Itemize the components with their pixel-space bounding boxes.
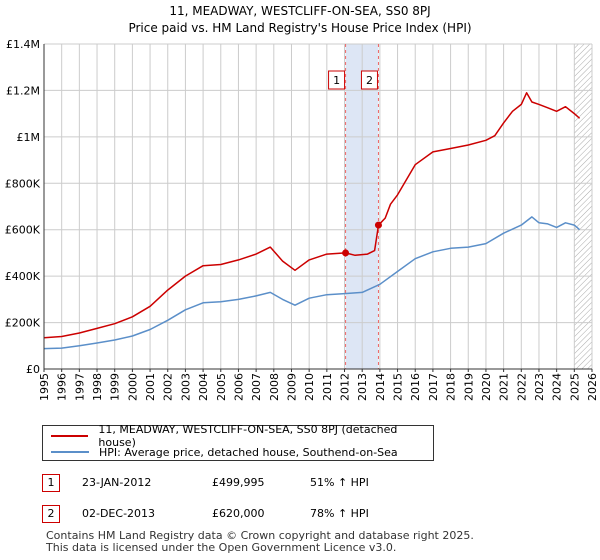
sale-point bbox=[342, 249, 350, 257]
x-tick-label: 2020 bbox=[480, 373, 493, 401]
x-tick-label: 2004 bbox=[197, 373, 210, 401]
price-chart: 1 2 £0 £200K £400K £600K £800K £1M £1.2M £1.4M 19… bbox=[5, 38, 599, 401]
x-tick-label: 2012 bbox=[339, 373, 352, 401]
x-tick-label: 2011 bbox=[321, 373, 334, 401]
transaction-price: £620,000 bbox=[212, 507, 265, 520]
marker-box bbox=[328, 70, 346, 90]
x-tick-label: 2026 bbox=[586, 373, 599, 401]
footer-line-2: This data is licensed under the Open Gov… bbox=[46, 541, 397, 554]
x-tick-label: 1999 bbox=[109, 373, 122, 401]
x-tick-label: 2016 bbox=[409, 373, 422, 401]
x-tick-label: 2003 bbox=[179, 373, 192, 401]
transaction-price: £499,995 bbox=[212, 476, 265, 489]
y-tick-label: £1M bbox=[17, 131, 41, 144]
series-line-hpi bbox=[43, 216, 581, 350]
x-tick-label: 2018 bbox=[445, 373, 458, 401]
marker-label: 1 bbox=[333, 74, 340, 87]
x-tick-label: 2021 bbox=[498, 373, 511, 401]
transaction-date: 23-JAN-2012 bbox=[82, 476, 152, 489]
legend-label-property: 11, MEADWAY, WESTCLIFF-ON-SEA, SS0 8PJ (… bbox=[98, 423, 398, 449]
x-tick-label: 2007 bbox=[250, 373, 263, 401]
transaction-hpi-change: 78% ↑ HPI bbox=[310, 507, 369, 520]
x-tick-label: 2017 bbox=[427, 373, 440, 401]
x-tick-label: 2019 bbox=[462, 373, 475, 401]
marker-box bbox=[360, 70, 378, 90]
hatched-region bbox=[574, 44, 592, 369]
x-tick-label: 1998 bbox=[91, 373, 104, 401]
legend-item-hpi: HPI: Average price, detached house, Sout… bbox=[51, 444, 398, 460]
legend: 11, MEADWAY, WESTCLIFF-ON-SEA, SS0 8PJ (… bbox=[42, 423, 434, 461]
x-tick-label: 2008 bbox=[268, 373, 281, 401]
chart-title: 11, MEADWAY, WESTCLIFF-ON-SEA, SS0 8PJ P… bbox=[0, 3, 600, 37]
title-line-1: 11, MEADWAY, WESTCLIFF-ON-SEA, SS0 8PJ bbox=[169, 4, 431, 18]
x-tick-label: 2022 bbox=[515, 373, 528, 401]
x-tick-label: 2001 bbox=[144, 373, 157, 401]
transaction-date: 02-DEC-2013 bbox=[82, 507, 156, 520]
y-tick-label: £1.2M bbox=[6, 84, 40, 97]
legend-label-hpi: HPI: Average price, detached house, Sout… bbox=[99, 445, 398, 459]
transaction-number: 1 bbox=[42, 474, 60, 492]
x-tick-label: 2002 bbox=[162, 373, 175, 401]
x-tick-label: 2005 bbox=[215, 373, 228, 401]
x-tick-label: 2013 bbox=[356, 373, 369, 401]
sale-point bbox=[374, 221, 382, 229]
x-tick-label: 2006 bbox=[232, 373, 245, 401]
footer-line-1: Contains HM Land Registry data © Crown c… bbox=[46, 529, 474, 542]
legend-swatch-hpi bbox=[51, 451, 89, 453]
series-line-property bbox=[43, 92, 581, 339]
y-tick-label: £0 bbox=[26, 363, 40, 376]
legend-swatch-property bbox=[51, 435, 89, 437]
x-tick-label: 2014 bbox=[374, 373, 387, 401]
y-tick-label: £800K bbox=[5, 177, 41, 190]
title-line-2: Price paid vs. HM Land Registry's House … bbox=[128, 21, 472, 35]
y-tick-label: £400K bbox=[5, 270, 41, 283]
x-tick-label: 2009 bbox=[285, 373, 298, 401]
y-tick-label: £600K bbox=[5, 224, 41, 237]
x-tick-label: 1997 bbox=[73, 373, 86, 401]
x-tick-label: 2025 bbox=[568, 373, 581, 401]
legend-item-property: 11, MEADWAY, WESTCLIFF-ON-SEA, SS0 8PJ (… bbox=[51, 423, 433, 449]
y-tick-label: £1.4M bbox=[6, 38, 40, 51]
transaction-number: 2 bbox=[42, 505, 60, 523]
y-tick-label: £200K bbox=[5, 317, 41, 330]
x-tick-label: 2024 bbox=[551, 373, 564, 401]
x-tick-label: 2015 bbox=[392, 373, 405, 401]
footer: Contains HM Land Registry data © Crown c… bbox=[46, 530, 474, 554]
marker-label: 2 bbox=[366, 74, 373, 87]
x-tick-label: 2023 bbox=[533, 373, 546, 401]
x-tick-label: 1995 bbox=[38, 373, 51, 401]
x-tick-label: 2000 bbox=[126, 373, 139, 401]
transaction-hpi-change: 51% ↑ HPI bbox=[310, 476, 369, 489]
x-tick-label: 2010 bbox=[303, 373, 316, 401]
x-tick-label: 1996 bbox=[56, 373, 69, 401]
